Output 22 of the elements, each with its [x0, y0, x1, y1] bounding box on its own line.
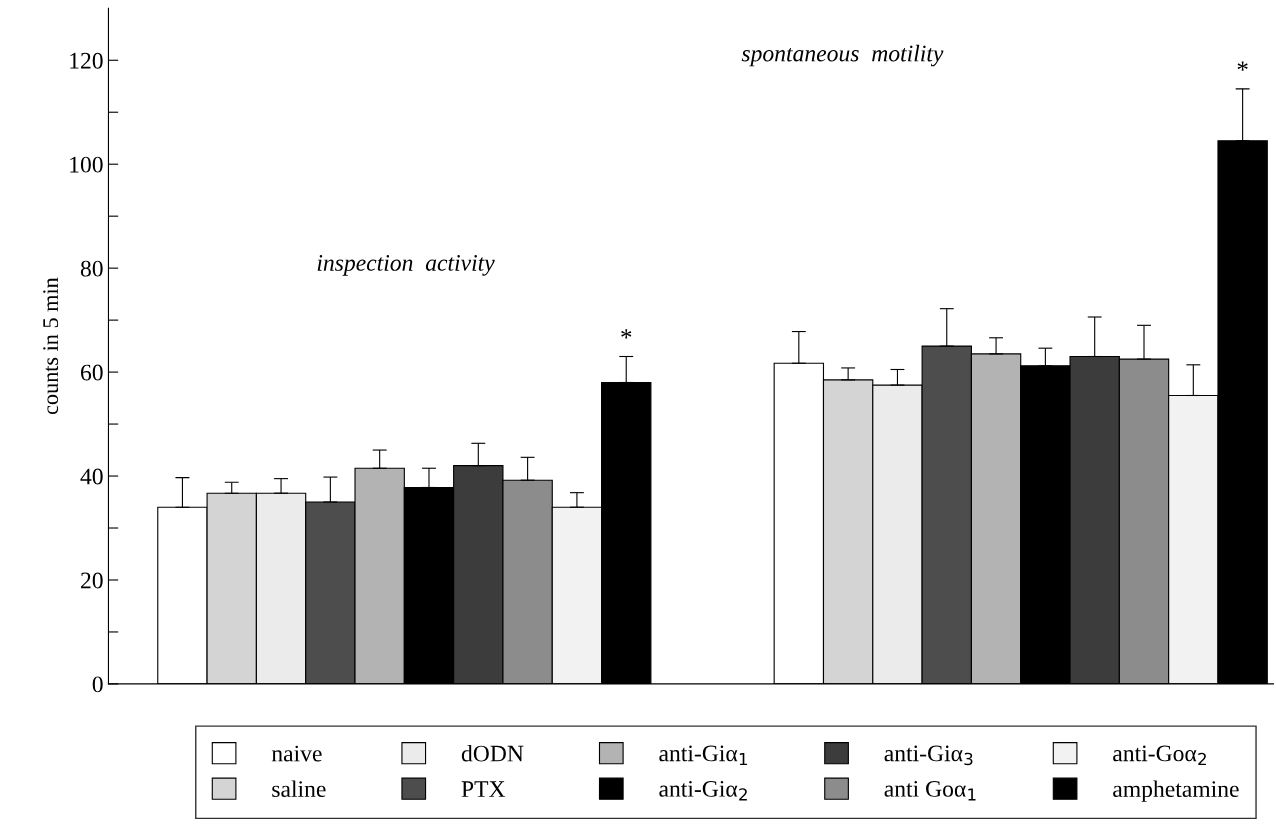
- legend-label: dODN: [461, 744, 524, 762]
- legend-label: anti-Giα$_{3}$: [884, 745, 973, 766]
- legend-label: anti Goα$_{1}$: [884, 780, 976, 801]
- y-tick-label: 80: [80, 260, 103, 277]
- data-label: *: [621, 329, 632, 339]
- legend-label: anti-Goα$_{2}$: [1113, 745, 1206, 766]
- legend-label: naive: [271, 745, 322, 762]
- annotation: spontaneous motility: [741, 44, 944, 67]
- y-tick-label: 60: [81, 364, 103, 381]
- legend-label: PTX: [461, 781, 506, 797]
- y-tick-label: 40: [80, 468, 103, 485]
- y-axis-title: counts in 5 min: [43, 277, 59, 415]
- y-tick-label: 0: [92, 676, 103, 693]
- y-tick-label: 120: [70, 52, 103, 69]
- legend-label: amphetamine: [1113, 780, 1239, 802]
- legend-label: saline: [272, 780, 326, 798]
- y-tick-label: 100: [70, 156, 103, 173]
- annotation: inspection activity: [317, 255, 495, 276]
- y-tick-label: 20: [81, 572, 103, 589]
- legend-label: anti-Giα$_{1}$: [659, 745, 747, 766]
- data-label: *: [1237, 61, 1248, 71]
- legend-label: anti-Giα$_{2}$: [659, 780, 747, 801]
